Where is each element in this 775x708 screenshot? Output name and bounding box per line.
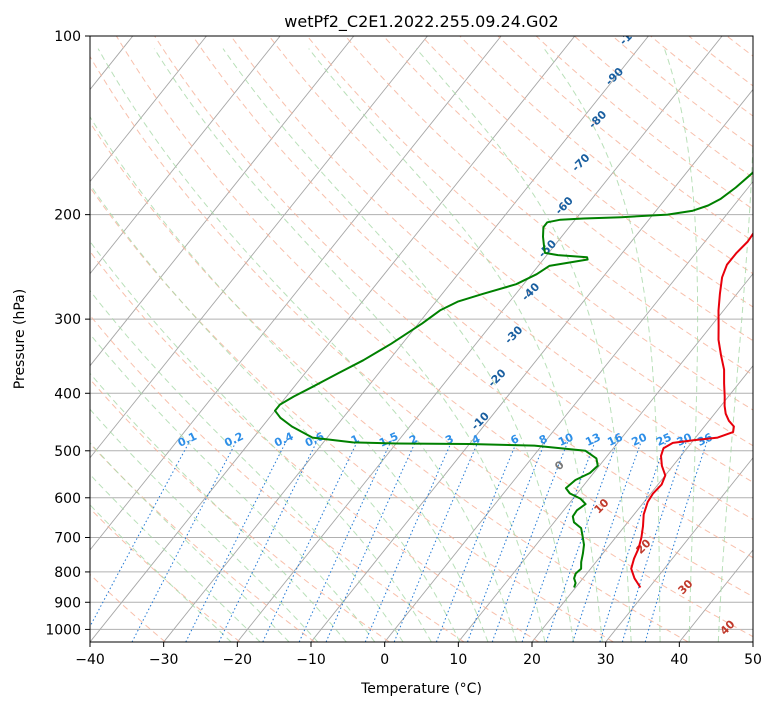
moist-adiabats xyxy=(90,48,753,642)
y-tick-label: 500 xyxy=(54,444,81,460)
dry-adiabat-line xyxy=(115,36,753,598)
dry-adiabat-line xyxy=(90,507,241,642)
moist-adiabat-line xyxy=(90,333,376,642)
moist-adiabat-line xyxy=(153,48,546,642)
mixing-ratio-label: 20 xyxy=(630,430,650,448)
mixing-ratio-line xyxy=(644,440,708,642)
moist-adiabat-line xyxy=(663,48,699,642)
y-tick-label: 900 xyxy=(54,595,81,611)
dry-adiabat-line xyxy=(90,121,689,642)
plot-frame xyxy=(89,35,754,643)
x-tick-label: 0 xyxy=(380,652,389,668)
moist-adiabat-line xyxy=(97,48,517,642)
isotherm-line xyxy=(90,36,576,642)
isotherm-line xyxy=(90,36,207,183)
profile-line xyxy=(630,232,753,589)
y-tick-label: 400 xyxy=(54,386,81,402)
y-tick-label: 1000 xyxy=(45,622,81,638)
x-tick-label: 50 xyxy=(744,652,762,668)
x-tick-label: −40 xyxy=(75,652,105,668)
isotherm-line xyxy=(531,365,753,642)
mixing-ratio-line xyxy=(325,440,417,642)
x-tick-label: −30 xyxy=(149,652,179,668)
dry-adiabat-label: -100 xyxy=(617,19,646,48)
mixing-ratio-line xyxy=(185,440,288,642)
moist-adiabat-line xyxy=(222,48,575,642)
moist-adiabat-line xyxy=(90,408,319,642)
dry-adiabat-line xyxy=(90,55,753,638)
x-tick-label: −10 xyxy=(296,652,326,668)
isotherm-line xyxy=(310,88,753,642)
dry-adiabat-line xyxy=(90,442,315,642)
y-tick-label: 100 xyxy=(54,29,81,45)
isotherm-line xyxy=(605,457,753,642)
dry-adiabat-line xyxy=(421,36,753,308)
chart-title: wetPf2_C2E1.2022.255.09.24.G02 xyxy=(284,12,558,32)
x-tick-label: 40 xyxy=(670,652,688,668)
dry-adiabat-line xyxy=(306,36,753,411)
isotherm-line xyxy=(90,36,502,551)
mixing-ratio-line xyxy=(364,440,453,642)
y-tick-label: 800 xyxy=(54,565,81,581)
mixing-ratio-line xyxy=(218,440,318,642)
mixing-ratio-line xyxy=(298,440,392,642)
mixing-ratio-lines xyxy=(90,440,708,642)
moist-adiabat-line xyxy=(415,48,632,642)
y-tick-label: 600 xyxy=(54,491,81,507)
y-tick-label: 700 xyxy=(54,531,81,547)
moist-adiabat-line xyxy=(308,48,603,642)
dry-adiabat-line xyxy=(192,36,753,521)
skewed-isotherms xyxy=(90,36,753,642)
isotherm-line xyxy=(163,36,649,642)
x-axis-title: Temperature (°C) xyxy=(360,681,482,697)
isotherm-line xyxy=(90,36,281,275)
y-tick-label: 200 xyxy=(54,208,81,224)
x-tick-label: 10 xyxy=(449,652,467,668)
isotherm-line xyxy=(236,36,723,642)
mixing-ratio-line xyxy=(393,440,480,642)
moist-adiabat-line xyxy=(90,183,461,642)
moist-adiabat-line xyxy=(717,48,753,642)
dry-adiabat-line xyxy=(90,314,465,642)
dry-adiabat-line xyxy=(497,36,753,242)
isotherm-line xyxy=(384,180,753,642)
mixing-ratio-label: 10 xyxy=(556,430,576,448)
moist-adiabat-line xyxy=(90,115,489,642)
mixing-ratio-line xyxy=(545,440,619,642)
y-tick-label: 300 xyxy=(54,312,81,328)
dry-adiabat-line xyxy=(459,36,753,275)
isotherm-line xyxy=(457,272,753,642)
mixing-ratio-line xyxy=(90,440,191,628)
mixing-ratio-line xyxy=(621,440,688,642)
moist-adiabat-line xyxy=(90,442,290,642)
plot-area: 0.10.20.40.611.52346810131620253036-100-… xyxy=(90,19,753,642)
moist-adiabat-line xyxy=(90,372,347,642)
mixing-ratio-line xyxy=(521,440,597,642)
dry-adiabat-line xyxy=(90,250,540,642)
mixing-ratio-label: 16 xyxy=(605,430,625,448)
x-tick-label: 30 xyxy=(597,652,615,668)
x-axis: −40 −30 −20 −10 0 10 20 30 40 50 xyxy=(75,642,762,668)
profile-series xyxy=(274,170,753,589)
dry-adiabat-line xyxy=(268,36,753,447)
y-axis-title: Pressure (hPa) xyxy=(12,289,28,389)
moist-adiabat-line xyxy=(90,473,261,642)
mixing-ratio-label: 30 xyxy=(675,430,695,448)
x-tick-label: 20 xyxy=(523,652,541,668)
dry-adiabat-line xyxy=(90,186,614,642)
mixing-ratio-label: 13 xyxy=(583,431,602,449)
moist-adiabat-line xyxy=(90,289,404,642)
isotherm-line xyxy=(90,36,428,459)
moist-adiabat-line xyxy=(90,240,432,642)
moist-adiabat-line xyxy=(543,48,661,642)
x-tick-label: −20 xyxy=(223,652,253,668)
dry-adiabat-line xyxy=(383,36,753,342)
y-axis: 100 200 300 400 500 600 700 800 900 1000 xyxy=(45,29,90,638)
isotherm-line xyxy=(90,36,355,367)
profile-line xyxy=(274,170,753,588)
